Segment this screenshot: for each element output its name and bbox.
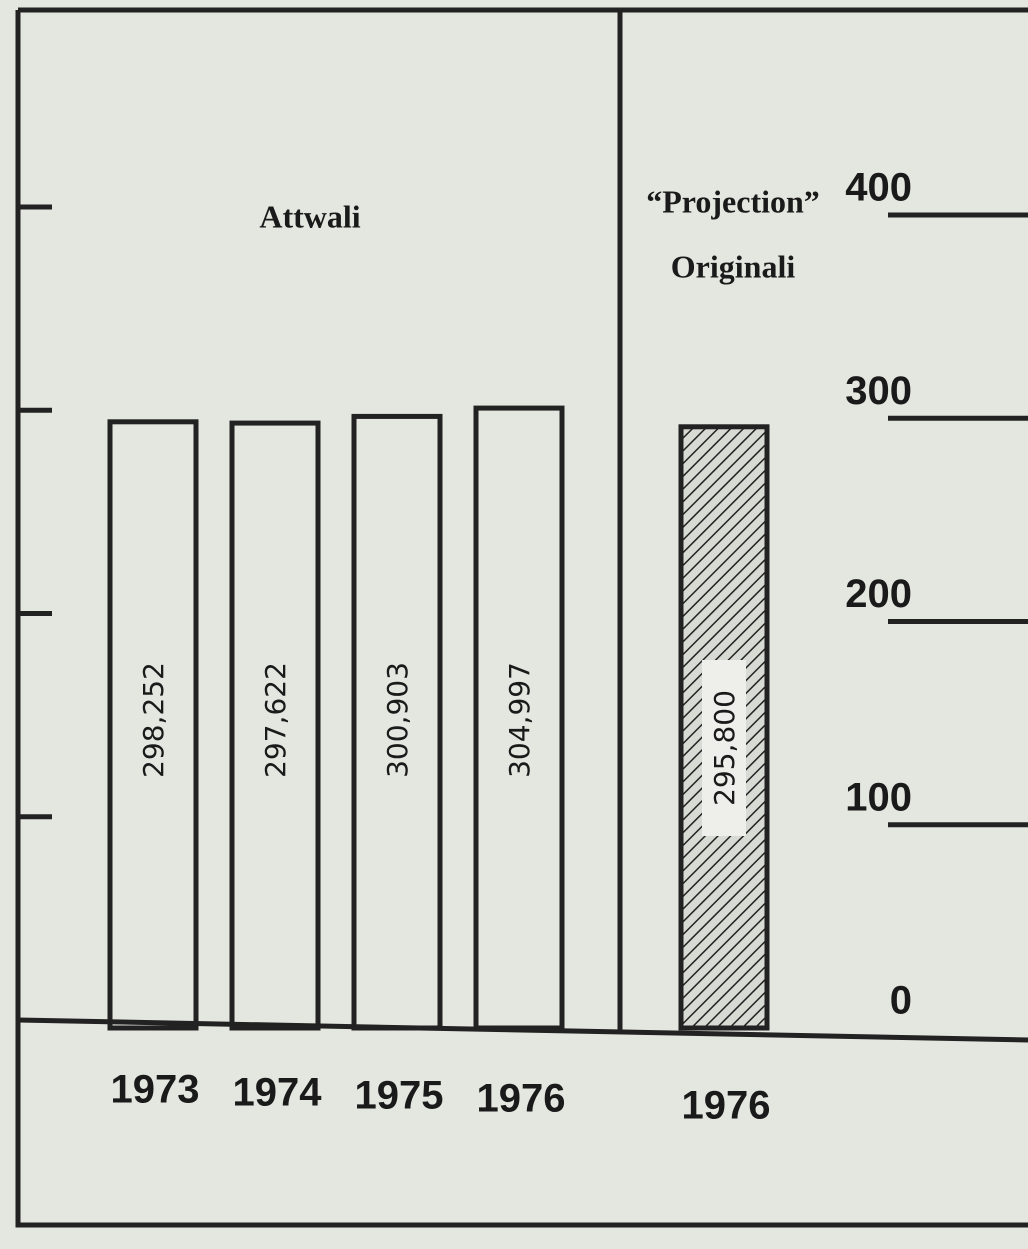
value-label: 304,997 [503,662,536,778]
bar [229,420,321,1031]
frame [15,7,1028,1228]
bar [473,405,565,1031]
value-label: 300,903 [381,662,414,778]
x-tick-label: 1976 [477,1077,566,1121]
value-label: 295,800 [708,690,741,806]
x-tick-label: 1976 [682,1084,771,1128]
y-tick-label: 0 [890,979,912,1023]
x-tick-label: 1974 [233,1071,323,1115]
y-tick-label: 400 [845,166,912,210]
value-label-group: 297,622 [259,662,292,778]
value-label-group: 300,903 [381,662,414,778]
group-label: Attwali [259,198,360,234]
bar [351,413,443,1031]
y-tick-label: 300 [845,369,912,413]
value-label-group: 304,997 [503,662,536,778]
group-label: “Projection” [646,183,820,219]
y-tick-label: 100 [845,775,912,819]
x-tick-label: 1973 [111,1068,200,1112]
value-label-box [702,660,746,836]
value-label: 297,622 [259,662,292,778]
value-label-group: 295,800 [702,660,746,836]
x-tick-label: 1975 [355,1074,444,1118]
value-label: 298,252 [137,662,170,778]
value-label-group: 298,252 [137,662,170,778]
group-label: Originali [671,248,796,284]
y-tick-label: 200 [845,572,912,616]
bar [107,419,199,1031]
